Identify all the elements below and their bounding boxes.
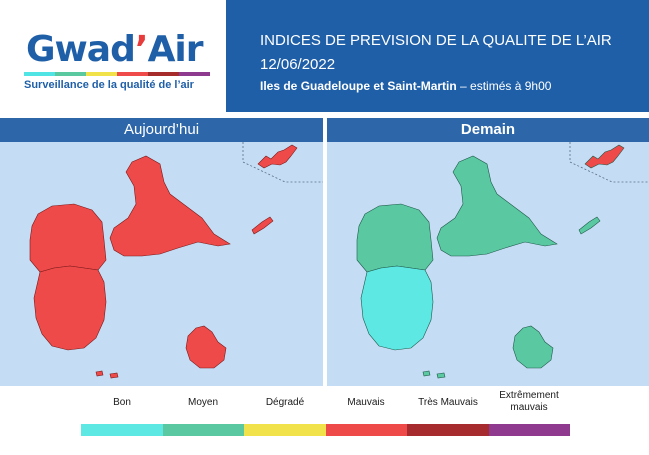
- legend-swatch: [407, 424, 489, 436]
- logo-color-strip: [24, 72, 210, 76]
- legend-swatch: [81, 424, 163, 436]
- legend-label-moyen: Moyen: [187, 397, 218, 408]
- les-saintes: [95, 370, 119, 379]
- logo: Gwad’Air Surveillance de la qualité de l…: [0, 0, 226, 112]
- grande-terre: [109, 155, 231, 257]
- basse-terre-north: [356, 203, 434, 273]
- logo-strip-segment: [117, 72, 148, 76]
- logo-strip-segment: [55, 72, 86, 76]
- legend-label-extremement-mauvais: Extrêmement mauvais: [499, 390, 559, 413]
- legend-swatch: [488, 424, 570, 436]
- saint-martin: [584, 144, 625, 169]
- header: INDICES DE PREVISION DE LA QUALITE DE L’…: [226, 0, 649, 112]
- logo-strip-segment: [24, 72, 55, 76]
- logo-tagline: Surveillance de la qualité de l’air: [24, 79, 194, 91]
- basse-terre-south: [33, 265, 107, 351]
- legend-label-degrade: Dégradé: [265, 397, 305, 408]
- basse-terre-north: [29, 203, 107, 273]
- page-title: INDICES DE PREVISION DE LA QUALITE DE L’…: [260, 32, 612, 49]
- la-desirade: [251, 216, 274, 235]
- panel-label-today: Aujourd’hui: [0, 118, 323, 142]
- logo-wordmark: Gwad’Air: [26, 29, 204, 70]
- legend-color-bar: [81, 424, 570, 436]
- forecast-subtitle: Iles de Guadeloupe et Saint-Martin – est…: [260, 79, 552, 93]
- legend-label-mauvais: Mauvais: [347, 397, 385, 408]
- legend-swatch: [244, 424, 326, 436]
- map-tomorrow: [327, 142, 649, 386]
- forecast-date: 12/06/2022: [260, 56, 336, 73]
- legend-swatch: [162, 424, 244, 436]
- marie-galante: [512, 325, 554, 369]
- grande-terre: [436, 155, 558, 257]
- logo-strip-segment: [86, 72, 117, 76]
- les-saintes: [422, 370, 446, 379]
- basse-terre-south: [360, 265, 434, 351]
- saint-martin: [257, 144, 298, 169]
- legend-label-tres-mauvais: Très Mauvais: [418, 397, 478, 408]
- logo-strip-segment: [148, 72, 179, 76]
- legend-swatch: [325, 424, 407, 436]
- legend-label-bon: Bon: [113, 397, 131, 408]
- saint-martin-inset: [242, 142, 323, 183]
- logo-strip-segment: [179, 72, 210, 76]
- saint-martin-inset: [569, 142, 649, 183]
- panel-label-tomorrow: Demain: [327, 118, 649, 142]
- map-today: [0, 142, 323, 386]
- la-desirade: [578, 216, 601, 235]
- marie-galante: [185, 325, 227, 369]
